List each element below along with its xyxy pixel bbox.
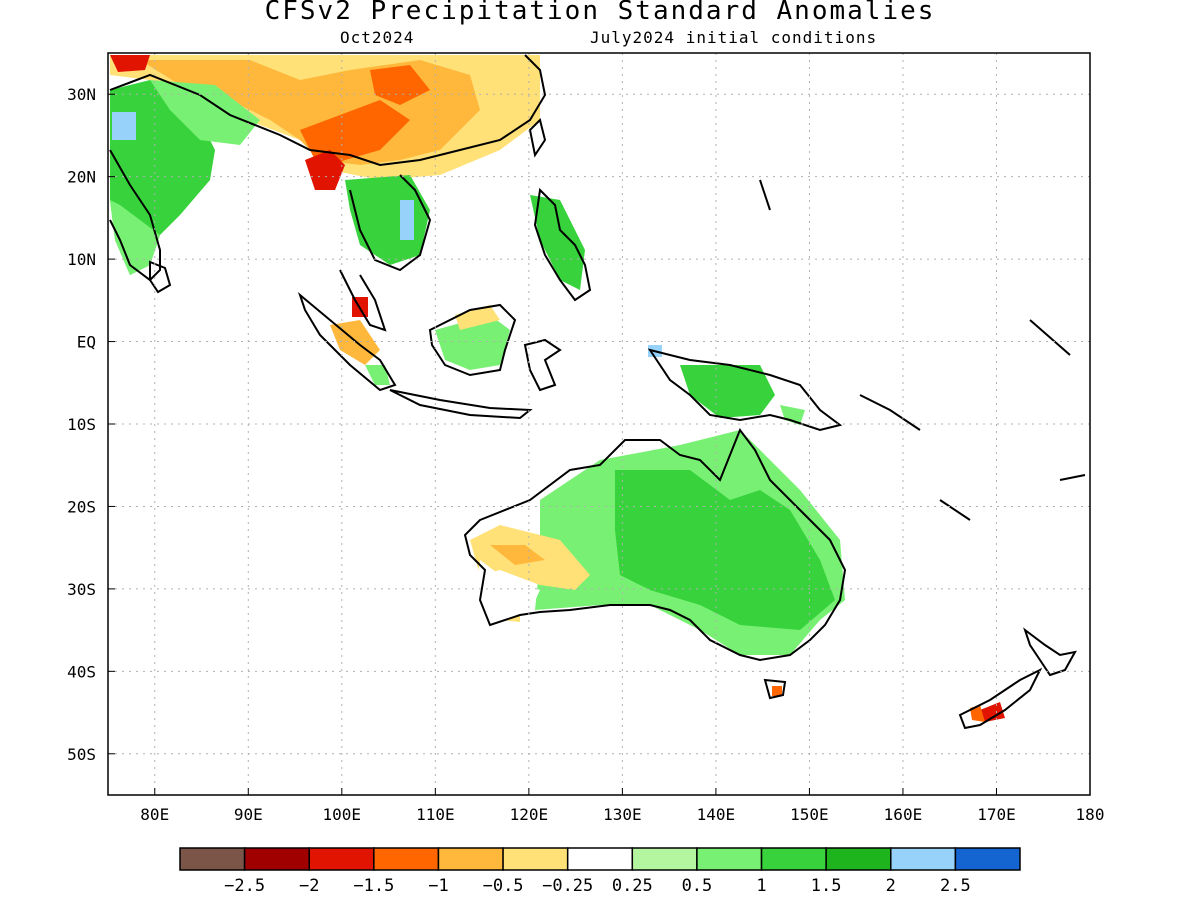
colorbar-label: −2 — [299, 876, 319, 896]
northwest-dry — [110, 55, 150, 72]
java-coastline — [389, 389, 533, 420]
lat-tick-label: EQ — [77, 333, 96, 352]
colorbar-swatch — [179, 847, 246, 871]
lon-tick-label: 100E — [323, 805, 362, 824]
lat-tick-label: 20N — [67, 168, 96, 187]
colorbar-swatch — [308, 847, 375, 871]
colorbar-swatch — [631, 847, 698, 871]
colorbar-label: 2.5 — [940, 876, 971, 896]
lat-tick-label: 20S — [67, 497, 96, 516]
page-title: CFSv2 Precipitation Standard Anomalies — [264, 0, 936, 26]
nz-north-coastline — [1023, 627, 1077, 677]
lon-tick-label: 110E — [416, 805, 455, 824]
sulawesi-coastline — [523, 338, 562, 392]
nz-south-coastline — [958, 667, 1043, 730]
india-lighter-region — [110, 200, 160, 275]
philippines-wet — [530, 195, 585, 290]
lat-tick-label: 50S — [67, 745, 96, 764]
new-guinea-wet — [680, 365, 775, 418]
colorbar-swatch — [760, 847, 827, 871]
tasmania-coastline — [763, 678, 787, 700]
borneo-dry — [455, 305, 500, 330]
forecast-month: Oct2024 — [340, 28, 415, 47]
colorbar-swatch — [243, 847, 310, 871]
nz-dry-edge — [970, 705, 985, 722]
colorbar-label: −1.5 — [353, 876, 394, 896]
borneo-coastline — [428, 303, 517, 377]
latitude-labels: 30N 20N 10N EQ 10S 20S 30S 40S 50S — [67, 85, 96, 764]
map-grid — [108, 53, 1091, 795]
lon-tick-label: 130E — [603, 805, 642, 824]
lon-tick-label: 170E — [977, 805, 1016, 824]
yunnan-dry-core — [305, 150, 345, 190]
map-frame — [107, 52, 1091, 796]
colorbar-label: −2.5 — [224, 876, 265, 896]
indochina-coastline — [349, 174, 432, 272]
lat-tick-label: 30S — [67, 580, 96, 599]
colorbar-label: 1 — [756, 876, 766, 896]
lat-tick-label: 30N — [67, 85, 96, 104]
tasmania-dry — [772, 686, 782, 696]
australia-neutral-west — [475, 560, 540, 622]
india-wet-spot — [112, 112, 136, 140]
colorbar-label: −0.25 — [542, 876, 593, 896]
himalaya-wet — [150, 80, 260, 145]
longitude-labels: 80E 90E 100E 110E 120E 130E 140E 150E 160E 170E 18… — [140, 805, 1104, 824]
lon-tick-label: 140E — [697, 805, 736, 824]
asia-coastline — [109, 54, 547, 167]
lat-tick-label: 10S — [67, 415, 96, 434]
new-guinea-lighter — [780, 405, 805, 425]
colorbar-swatch — [373, 847, 440, 871]
colorbar-label: −1 — [428, 876, 448, 896]
lat-tick-label: 10N — [67, 250, 96, 269]
malaya-coastline — [339, 269, 387, 332]
lon-tick-label: 180 — [1076, 805, 1105, 824]
colorbar-swatch — [502, 847, 569, 871]
india-coastline — [109, 149, 161, 282]
colorbar-label: 1.5 — [811, 876, 842, 896]
sumatra-wet — [365, 365, 390, 385]
colorbar-swatch — [437, 847, 504, 871]
anomaly-fills — [110, 55, 1005, 722]
colorbar-label: 0.5 — [682, 876, 713, 896]
colorbar-swatch — [954, 847, 1021, 871]
colorbar-swatch — [696, 847, 763, 871]
lon-tick-label: 150E — [790, 805, 829, 824]
initial-conditions-label: July2024 initial conditions — [590, 28, 878, 47]
coastlines — [109, 54, 1086, 730]
taiwan-coastline — [528, 118, 547, 158]
lon-tick-label: 120E — [510, 805, 549, 824]
colorbar-swatch — [890, 847, 957, 871]
sri-lanka-coastline — [149, 260, 172, 294]
colorbar-label: 0.25 — [612, 876, 653, 896]
indochina-blue — [400, 200, 414, 240]
pacific-islands — [759, 179, 1086, 521]
colorbar-label: 2 — [886, 876, 896, 896]
australia-coastline — [463, 427, 847, 662]
philippines-coastline — [533, 187, 592, 302]
colorbar: −2.5 −2 −1.5 −1 −0.5 −0.25 0.25 0.5 1 1.5 2 2.5 — [179, 847, 1021, 896]
north-dry-core — [370, 65, 430, 105]
borneo-wet — [435, 315, 510, 370]
lon-tick-label: 90E — [234, 805, 263, 824]
colorbar-swatch — [825, 847, 892, 871]
lon-tick-label: 80E — [140, 805, 169, 824]
lon-tick-label: 160E — [884, 805, 923, 824]
colorbar-label: −0.5 — [483, 876, 524, 896]
new-guinea-coastline — [647, 348, 843, 432]
lat-tick-label: 40S — [67, 662, 96, 681]
sumatra-coastline — [297, 291, 397, 392]
colorbar-swatch — [566, 847, 634, 871]
australia-dry-west-core — [490, 545, 545, 565]
australia-core-wet — [615, 470, 835, 630]
